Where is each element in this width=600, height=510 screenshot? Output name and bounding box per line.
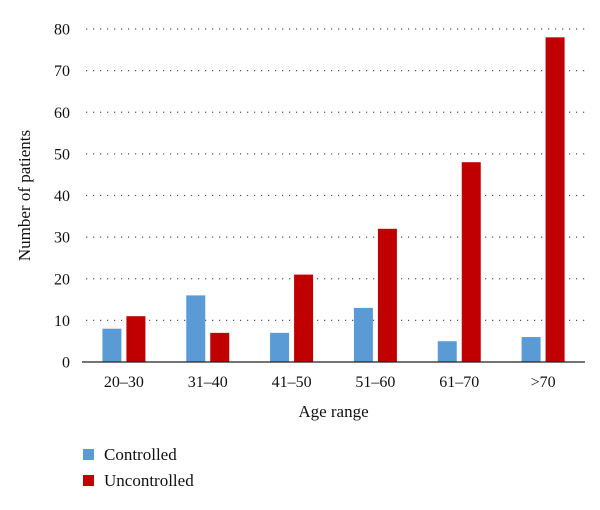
x-tick-label: 20–30 [104, 374, 144, 391]
x-tick-label: 51–60 [355, 374, 395, 391]
y-tick-labels: 0 10 20 30 40 50 60 70 80 [54, 22, 70, 372]
bars [102, 37, 565, 362]
y-tick-label: 30 [54, 230, 70, 247]
bar-controlled [521, 337, 541, 362]
bar-uncontrolled [294, 274, 314, 362]
bar-uncontrolled [461, 162, 481, 362]
y-axis-title: Number of patients [15, 130, 34, 261]
legend-label: Controlled [104, 445, 177, 464]
bar-uncontrolled [210, 332, 230, 362]
legend-label: Uncontrolled [104, 471, 194, 490]
bar-controlled [186, 295, 206, 362]
y-tick-label: 60 [54, 105, 70, 122]
bar-controlled [353, 307, 373, 362]
y-tick-label: 70 [54, 63, 70, 80]
y-tick-label: 20 [54, 271, 70, 288]
bar-uncontrolled [377, 228, 397, 362]
y-tick-label: 80 [54, 22, 70, 39]
y-tick-label: 50 [54, 146, 70, 163]
legend-swatch [83, 449, 94, 460]
y-tick-label: 40 [54, 188, 70, 205]
x-tick-label: 61–70 [439, 374, 479, 391]
legend: Controlled Uncontrolled [83, 445, 194, 490]
x-tick-label: >70 [531, 374, 556, 391]
x-axis-title: Age range [298, 402, 368, 421]
bar-controlled [102, 328, 122, 362]
y-tick-label: 10 [54, 313, 70, 330]
legend-swatch [83, 475, 94, 486]
bar-controlled [437, 341, 457, 362]
y-tick-label: 0 [62, 355, 70, 372]
bar-uncontrolled [545, 37, 565, 362]
bar-controlled [270, 332, 290, 362]
x-tick-labels: 20–30 31–40 41–50 51–60 61–70 >70 [104, 374, 556, 391]
x-tick-label: 31–40 [188, 374, 228, 391]
bar-uncontrolled [126, 316, 146, 362]
grid-lines [86, 28, 585, 321]
x-tick-label: 41–50 [272, 374, 312, 391]
